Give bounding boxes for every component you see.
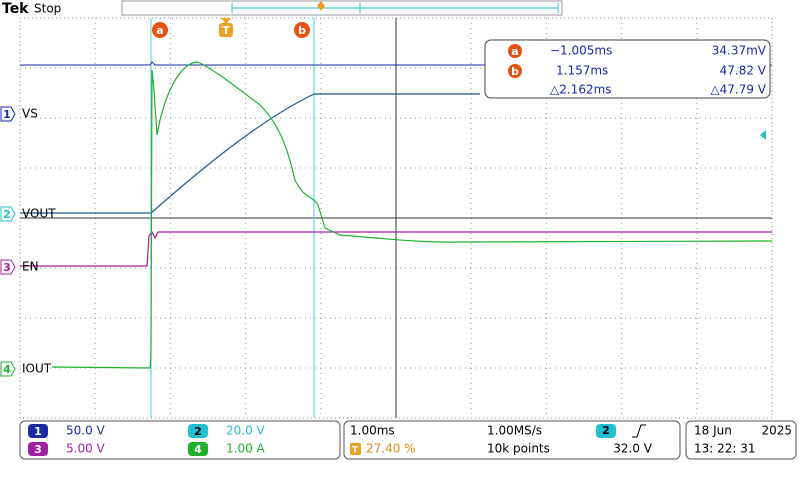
- clock-panel: [685, 420, 797, 460]
- channel-scale: 1.00 A: [226, 442, 266, 456]
- scale-badge: [188, 424, 208, 438]
- trigger-slope-icon: [632, 424, 646, 438]
- trigger-arrow: [221, 18, 231, 24]
- channel-marker: [0, 259, 16, 275]
- cursor-a-marker: [152, 22, 168, 38]
- scale-badge-number: 4: [194, 443, 202, 456]
- trigger-position-icon: [350, 443, 361, 455]
- readout-b-badge: [508, 64, 522, 78]
- readout-a-time: −1.005ms: [550, 44, 612, 58]
- trigger-source-badge: [596, 424, 616, 438]
- trigger-level-marker: [760, 130, 766, 140]
- waveform-ch4: [51, 61, 773, 369]
- channel-number: 3: [3, 261, 11, 274]
- time: 13: 22: 31: [694, 442, 756, 456]
- channel-marker: [0, 361, 16, 377]
- trigger-marker: [219, 23, 233, 37]
- readout-b-value: 47.82 V: [720, 64, 767, 78]
- trigger-label: T: [222, 24, 230, 37]
- waveform-ch1: [20, 61, 772, 66]
- channel-number: 4: [3, 363, 11, 376]
- channel-marker: [0, 206, 16, 222]
- trigger-source: 2: [602, 424, 610, 437]
- cursor-b-marker: [294, 22, 310, 38]
- readout-a-badge-label: a: [511, 45, 518, 58]
- readout-delta-time: △2.162ms: [550, 83, 612, 97]
- cursor-a-label: a: [156, 24, 163, 37]
- cursor-b-label: b: [298, 24, 306, 37]
- date: 18 Jun: [694, 424, 732, 438]
- scale-badge-number: 2: [194, 425, 202, 438]
- trigger-level: 32.0 V: [613, 442, 653, 456]
- scale-badge: [28, 424, 48, 438]
- trigger-position: 27.40 %: [366, 442, 416, 456]
- channel-label: IOUT: [22, 362, 52, 376]
- channel-number: 2: [3, 208, 11, 221]
- sample-rate: 1.00MS/s: [487, 424, 542, 438]
- scale-badge-number: 3: [34, 443, 42, 456]
- trigger-position-marker: [317, 1, 325, 11]
- readout-delta-value: △47.79 V: [710, 83, 766, 97]
- cursor-readout: [484, 39, 771, 99]
- channel-label: EN: [22, 260, 39, 274]
- trigger-position-icon-label: T: [352, 446, 359, 456]
- time-scale: 1.00ms: [350, 424, 395, 438]
- channel-scale: 50.0 V: [66, 424, 106, 438]
- brand: Tek: [2, 1, 29, 17]
- scale-badge: [188, 442, 208, 456]
- readout-b-time: 1.157ms: [556, 64, 608, 78]
- channel-panel: [19, 420, 341, 460]
- channel-scale: 20.0 V: [226, 424, 266, 438]
- channel-label: VS: [22, 107, 38, 121]
- waveform-ch2: [20, 93, 480, 214]
- scale-badge-number: 1: [34, 425, 42, 438]
- year: 2025: [761, 424, 792, 438]
- channel-marker: [0, 106, 16, 122]
- readout-b-badge-label: b: [511, 65, 519, 78]
- readout-a-value: 34.37mV: [712, 44, 767, 58]
- status: Stop: [34, 2, 61, 16]
- channel-label: VOUT: [22, 207, 56, 221]
- record-length: 10k points: [487, 442, 550, 456]
- readout-a-badge: [508, 44, 522, 58]
- channel-scale: 5.00 V: [66, 442, 106, 456]
- scale-badge: [28, 442, 48, 456]
- channel-number: 1: [3, 108, 11, 121]
